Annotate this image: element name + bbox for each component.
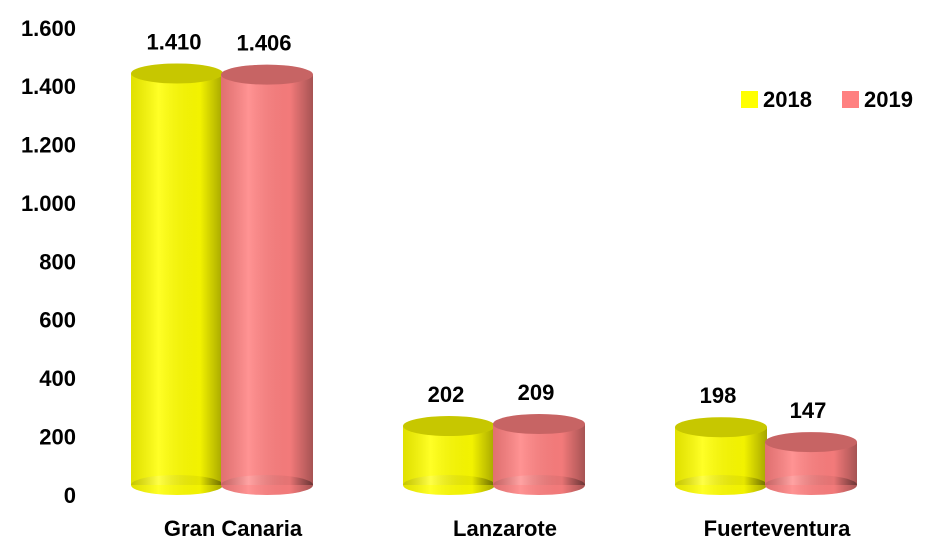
value-label: 198: [700, 383, 737, 408]
legend-label: 2018: [763, 87, 812, 112]
y-tick-label: 200: [39, 424, 76, 449]
y-tick-label: 1.200: [21, 133, 76, 158]
bar-top: [221, 64, 313, 85]
bar-top-shade: [493, 413, 585, 434]
bar-top-shade: [675, 417, 767, 438]
y-tick-label: 1.000: [21, 191, 76, 216]
bar-top: [675, 417, 767, 438]
bar-top-shade: [221, 64, 313, 85]
y-tick-label: 1.600: [21, 16, 76, 41]
bar-shade: [221, 74, 313, 485]
y-tick-label: 1.400: [21, 74, 76, 99]
bar-top: [403, 416, 495, 437]
value-label: 209: [518, 380, 555, 405]
bar-top: [131, 63, 223, 84]
legend-label: 2019: [864, 87, 913, 112]
bar-shade: [493, 423, 585, 485]
y-tick-label: 0: [64, 483, 76, 508]
bar-top-shade: [765, 432, 857, 453]
y-tick-label: 600: [39, 308, 76, 333]
y-tick-label: 800: [39, 249, 76, 274]
value-label: 147: [790, 398, 827, 423]
bar-top-shade: [131, 63, 223, 84]
legend-swatch: [741, 91, 758, 108]
value-label: 1.410: [146, 29, 201, 54]
y-tick-label: 400: [39, 366, 76, 391]
bar-shade: [131, 73, 223, 486]
x-tick-label: Fuerteventura: [704, 516, 851, 541]
legend-swatch: [842, 91, 859, 108]
x-tick-label: Gran Canaria: [164, 516, 303, 541]
bar-top: [765, 432, 857, 453]
bar-top-shade: [403, 416, 495, 437]
x-tick-label: Lanzarote: [453, 516, 557, 541]
bar-top: [493, 413, 585, 434]
value-label: 202: [428, 382, 465, 407]
value-label: 1.406: [236, 30, 291, 55]
